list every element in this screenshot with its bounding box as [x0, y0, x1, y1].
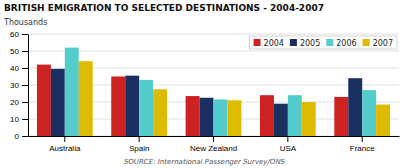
source: SOURCE: International Passenger Survey/O…: [124, 158, 286, 166]
y-tick: 60: [10, 30, 28, 39]
bar: [65, 48, 79, 136]
series: [65, 48, 376, 136]
x-tick: Spain: [129, 136, 149, 153]
x-tick-label: France: [350, 144, 375, 153]
y-tick: 20: [10, 98, 28, 107]
y-tick-mark: [22, 51, 28, 52]
x-tick-label: New Zealand: [190, 144, 237, 153]
y-tick-label: 30: [10, 81, 19, 90]
bar: [186, 96, 200, 136]
bar: [362, 90, 376, 136]
legend-swatch: [290, 39, 297, 46]
chart: BRITISH EMIGRATION TO SELECTED DESTINATI…: [0, 0, 409, 168]
bars: [37, 48, 390, 136]
legend-label: 2005: [300, 39, 320, 48]
bar: [302, 102, 316, 136]
y-tick-mark: [22, 102, 28, 103]
legend: 2004 2005 2006 2007: [250, 36, 397, 49]
x-tick-mark: [64, 136, 65, 142]
x-axis: Australia Spain New Zealand USA France: [29, 136, 400, 153]
y-tick: 50: [10, 47, 28, 56]
series: [79, 61, 390, 136]
bar: [111, 77, 125, 137]
x-tick-label: Australia: [49, 144, 81, 153]
y-tick-mark: [22, 34, 28, 35]
legend-item: 2005: [290, 39, 320, 48]
x-tick: USA: [280, 136, 297, 153]
y-tick-mark: [22, 68, 28, 69]
legend-swatch: [254, 39, 261, 46]
bar: [260, 95, 274, 136]
grid-line: [28, 34, 399, 35]
grid: [28, 34, 399, 136]
x-tick-mark: [213, 136, 214, 142]
grid-line: [28, 51, 399, 52]
legend-item: 2004: [254, 39, 284, 48]
y-tick: 10: [10, 115, 28, 124]
y-tick-label: 0: [15, 132, 20, 141]
bar: [37, 65, 51, 136]
legend-label: 2004: [264, 39, 284, 48]
plot: 0 10 20 30 40 50 60 Australia Spain New Zealand US…: [10, 30, 399, 153]
legend-swatch: [363, 39, 370, 46]
bar: [288, 95, 302, 136]
y-axis-title: Thousands: [3, 18, 47, 27]
bar: [376, 105, 390, 136]
x-tick: France: [350, 136, 375, 153]
bar: [79, 61, 93, 136]
x-tick-mark: [287, 136, 288, 142]
x-tick-mark: [139, 136, 140, 142]
bar: [153, 89, 167, 136]
bar: [214, 99, 228, 136]
legend-swatch: [326, 39, 333, 46]
y-tick-label: 20: [10, 98, 19, 107]
bar: [348, 78, 362, 136]
y-tick-mark: [22, 136, 28, 137]
x-tick-mark: [362, 136, 363, 142]
x-tick: New Zealand: [190, 136, 237, 153]
y-tick-mark: [22, 119, 28, 120]
bar: [51, 69, 65, 136]
y-axis-line: [28, 35, 29, 137]
x-tick: Australia: [49, 136, 81, 153]
series: [51, 69, 362, 136]
bar: [125, 76, 139, 136]
legend-item: 2006: [326, 39, 356, 48]
y-tick-label: 10: [10, 115, 19, 124]
legend-label: 2006: [336, 39, 356, 48]
legend-label: 2007: [373, 39, 393, 48]
legend-box: [250, 36, 397, 49]
y-tick: 0: [15, 132, 28, 141]
bar: [200, 98, 214, 136]
y-tick-mark: [22, 85, 28, 86]
y-tick-label: 60: [10, 30, 19, 39]
title: BRITISH EMIGRATION TO SELECTED DESTINATI…: [4, 3, 324, 13]
y-tick-label: 40: [10, 64, 19, 73]
bar: [274, 104, 288, 136]
legend-item: 2007: [363, 39, 393, 48]
x-tick-label: USA: [280, 144, 297, 153]
y-axis: 0 10 20 30 40 50 60: [10, 30, 28, 141]
x-tick-label: Spain: [129, 144, 149, 153]
bar: [334, 97, 348, 136]
y-tick: 40: [10, 64, 28, 73]
bar: [227, 100, 241, 136]
bar: [139, 80, 153, 136]
y-tick-label: 50: [10, 47, 19, 56]
y-tick: 30: [10, 81, 28, 90]
